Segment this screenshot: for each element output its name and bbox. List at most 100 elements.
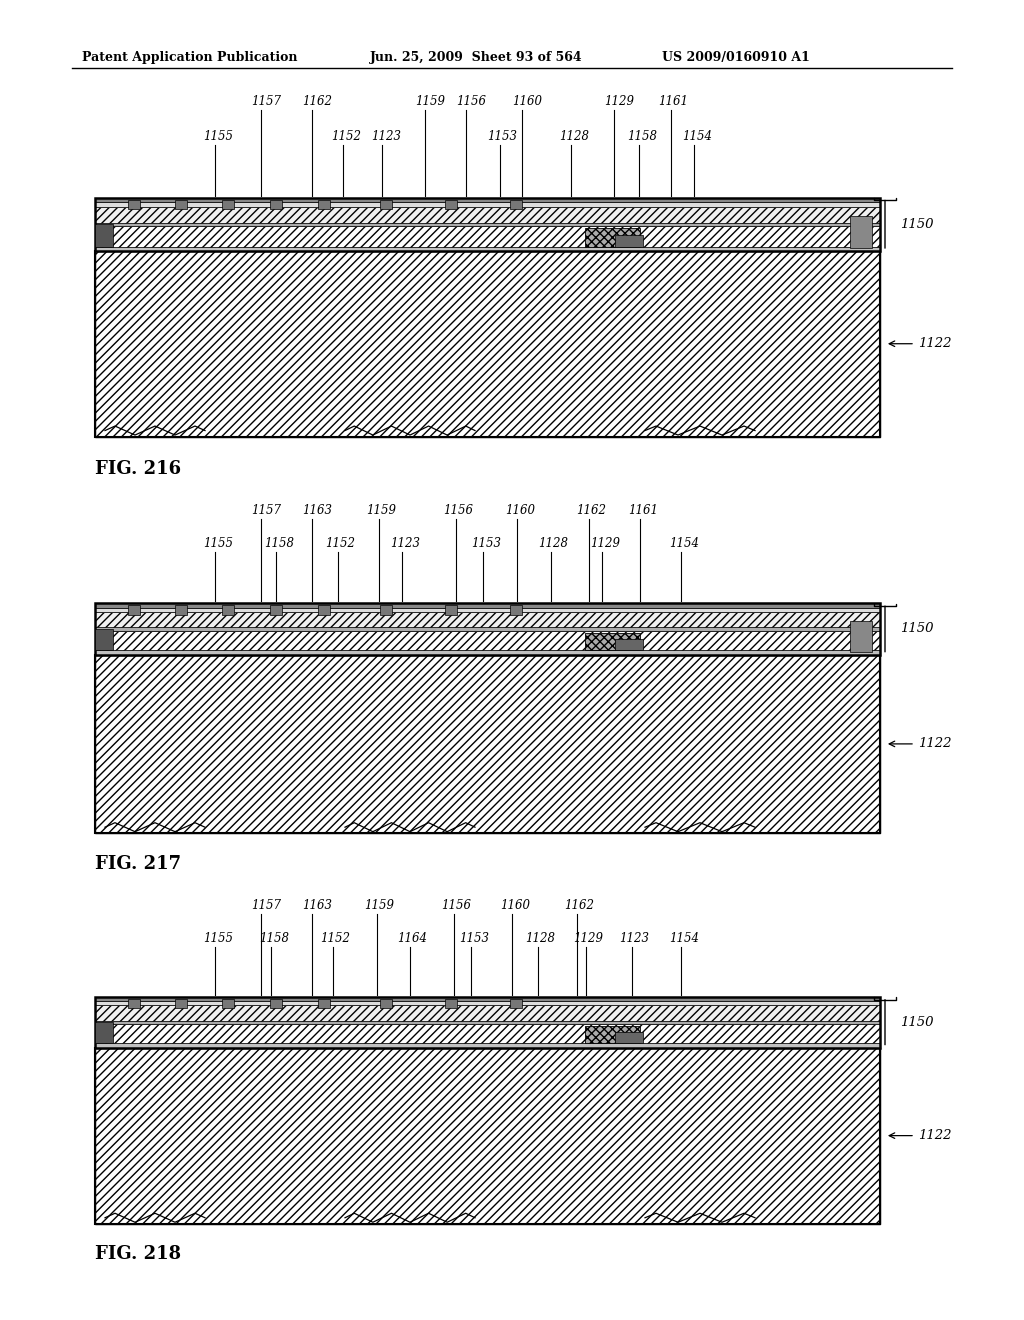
Bar xyxy=(445,199,457,210)
Bar xyxy=(175,999,187,1008)
Text: 1164: 1164 xyxy=(397,932,427,945)
Bar xyxy=(95,223,880,226)
Bar xyxy=(270,606,282,615)
Bar xyxy=(95,1048,880,1224)
Text: Patent Application Publication: Patent Application Publication xyxy=(82,51,298,65)
Text: 1159: 1159 xyxy=(367,504,396,517)
Bar xyxy=(95,202,880,207)
Bar xyxy=(95,224,113,247)
Bar xyxy=(95,603,880,655)
Bar xyxy=(850,622,872,652)
Text: 1162: 1162 xyxy=(577,504,606,517)
Text: 1128: 1128 xyxy=(525,932,555,945)
Bar xyxy=(585,1026,640,1043)
Text: 1150: 1150 xyxy=(900,623,934,635)
Text: 1158: 1158 xyxy=(627,129,656,143)
Text: 1150: 1150 xyxy=(900,1015,934,1028)
Bar xyxy=(615,639,643,651)
Bar xyxy=(95,251,880,437)
Bar xyxy=(318,199,330,210)
Text: 1157: 1157 xyxy=(251,95,281,108)
Bar xyxy=(95,1024,880,1043)
Text: 1150: 1150 xyxy=(900,218,934,231)
Bar xyxy=(95,226,880,247)
Text: FIG. 218: FIG. 218 xyxy=(95,1245,181,1263)
Bar xyxy=(95,247,880,251)
Text: 1157: 1157 xyxy=(251,504,281,517)
Text: 1158: 1158 xyxy=(264,537,294,550)
Text: 1163: 1163 xyxy=(302,899,332,912)
Text: Jun. 25, 2009  Sheet 93 of 564: Jun. 25, 2009 Sheet 93 of 564 xyxy=(370,51,583,65)
Bar xyxy=(95,198,880,251)
Text: 1122: 1122 xyxy=(918,337,951,350)
Bar xyxy=(175,606,187,615)
Bar xyxy=(318,606,330,615)
Text: 1128: 1128 xyxy=(539,537,568,550)
Text: FIG. 217: FIG. 217 xyxy=(95,855,181,873)
Bar xyxy=(95,207,880,223)
Bar xyxy=(95,997,880,1002)
Bar xyxy=(445,999,457,1008)
Bar xyxy=(95,603,880,609)
Bar xyxy=(510,999,522,1008)
Bar xyxy=(95,1020,880,1024)
Bar xyxy=(95,655,880,833)
Text: 1160: 1160 xyxy=(500,899,529,912)
Bar xyxy=(510,199,522,210)
Bar xyxy=(95,251,880,437)
Text: 1162: 1162 xyxy=(564,899,594,912)
Text: 1122: 1122 xyxy=(918,1129,951,1142)
Bar xyxy=(95,627,880,631)
Text: 1128: 1128 xyxy=(559,129,589,143)
Bar xyxy=(95,1006,880,1020)
Bar xyxy=(95,628,113,651)
Bar xyxy=(95,997,880,1048)
Bar xyxy=(95,609,880,612)
Bar xyxy=(128,999,140,1008)
Text: 1129: 1129 xyxy=(573,932,603,945)
Bar xyxy=(95,198,880,202)
Text: 1161: 1161 xyxy=(628,504,657,517)
Text: 1160: 1160 xyxy=(512,95,542,108)
Bar xyxy=(95,651,880,655)
Text: FIG. 216: FIG. 216 xyxy=(95,459,181,478)
Text: 1154: 1154 xyxy=(669,932,698,945)
Bar xyxy=(380,199,392,210)
Text: 1155: 1155 xyxy=(203,129,232,143)
Text: 1154: 1154 xyxy=(682,129,712,143)
Text: 1155: 1155 xyxy=(203,537,232,550)
Text: 1160: 1160 xyxy=(505,504,535,517)
Text: 1156: 1156 xyxy=(441,899,471,912)
Text: 1156: 1156 xyxy=(443,504,473,517)
Text: 1123: 1123 xyxy=(371,129,400,143)
Bar xyxy=(95,1022,113,1043)
Text: 1153: 1153 xyxy=(471,537,501,550)
Text: 1122: 1122 xyxy=(918,738,951,750)
Bar xyxy=(615,1032,643,1043)
Bar xyxy=(95,612,880,627)
Bar xyxy=(175,199,187,210)
Bar xyxy=(615,235,643,247)
Bar xyxy=(270,199,282,210)
Text: 1153: 1153 xyxy=(459,932,488,945)
Bar xyxy=(380,606,392,615)
Text: 1163: 1163 xyxy=(302,504,332,517)
Text: 1154: 1154 xyxy=(669,537,698,550)
Bar xyxy=(95,1002,880,1006)
Bar xyxy=(128,199,140,210)
Text: 1158: 1158 xyxy=(259,932,289,945)
Bar xyxy=(380,999,392,1008)
Bar xyxy=(95,1048,880,1224)
Text: US 2009/0160910 A1: US 2009/0160910 A1 xyxy=(662,51,810,65)
Bar xyxy=(95,631,880,651)
Bar xyxy=(270,999,282,1008)
Text: 1156: 1156 xyxy=(456,95,485,108)
Bar xyxy=(445,606,457,615)
Text: 1129: 1129 xyxy=(590,537,620,550)
Text: 1159: 1159 xyxy=(365,899,394,912)
Bar xyxy=(585,632,640,651)
Bar xyxy=(95,655,880,833)
Text: 1123: 1123 xyxy=(390,537,420,550)
Bar xyxy=(95,1043,880,1048)
Bar xyxy=(222,606,234,615)
